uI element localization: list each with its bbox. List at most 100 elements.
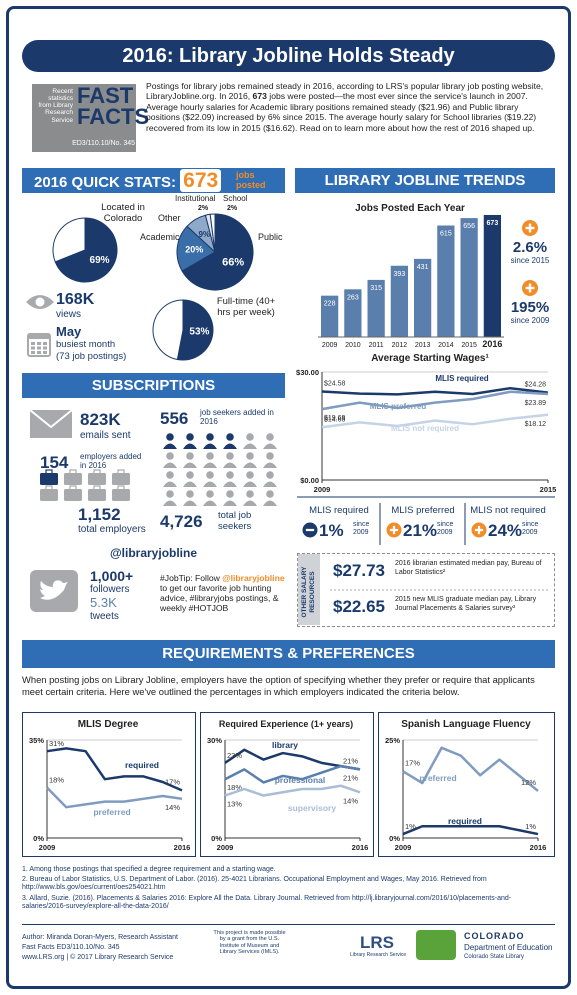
emails-label: emails sent [80, 430, 131, 441]
wage-change-value: 24% [488, 521, 523, 540]
series-name: preferred [93, 807, 130, 817]
series-name: required [125, 760, 159, 770]
title-banner: 2016: Library Jobline Holds Steady [22, 40, 555, 72]
person-head [166, 433, 174, 441]
jobs-label: jobs posted [236, 170, 266, 190]
footer-grant: This project is made possible by a grant… [213, 930, 286, 956]
data-label: 1% [405, 822, 416, 831]
pie-value-label: 2% [227, 205, 238, 212]
salary-side [298, 554, 320, 625]
pie-value-label: 69% [90, 255, 110, 266]
briefcase-icon [40, 473, 58, 485]
eye-pupil [35, 297, 45, 307]
requirements-header: REQUIREMENTS & PREFERENCES [22, 640, 555, 668]
wage-change-name: MLIS required [309, 505, 369, 516]
pie-category-label: Full-time (40+ hrs per week) [216, 296, 276, 318]
bar [390, 265, 408, 337]
subscriptions-header: SUBSCRIPTIONS [22, 373, 285, 398]
seekers-added-value: 556 [160, 409, 189, 428]
x-tick-label: 2016 [174, 843, 191, 852]
y-tick-label: 0% [211, 834, 222, 843]
x-tick-label: 2010 [345, 342, 361, 349]
person-head [266, 471, 274, 479]
briefcase-handle [69, 485, 77, 491]
month-note: (73 job postings) [56, 351, 127, 362]
data-label: 18% [227, 783, 242, 792]
person-head [186, 433, 194, 441]
series-line [224, 764, 361, 784]
pie-category-label: Other [158, 213, 181, 223]
series-line [46, 747, 183, 792]
pie-category-label: Public [258, 232, 283, 242]
data-label: 1% [525, 822, 536, 831]
bar-value-label: 656 [463, 223, 475, 230]
bar [414, 258, 432, 337]
bar [321, 295, 339, 337]
person-body [203, 462, 217, 468]
person-body [243, 462, 257, 468]
calendar-day [37, 342, 41, 345]
person-body [203, 500, 217, 506]
person-body [183, 500, 197, 506]
calendar-day [43, 351, 47, 354]
person-head [166, 452, 174, 460]
briefcase-handle [93, 485, 101, 491]
pie-value-label: 66% [222, 256, 244, 268]
briefcase-handle [117, 485, 125, 491]
series-name: MLIS required [435, 374, 488, 383]
data-label: 12% [521, 778, 536, 787]
x-tick-label: 2009 [39, 843, 56, 852]
person-head [166, 490, 174, 498]
bar-value-label: 263 [347, 294, 359, 301]
salary-value: $27.73 [333, 561, 385, 580]
data-label: 18% [49, 776, 64, 785]
fast-facts-badge [32, 84, 136, 152]
tweets-label: tweets [90, 611, 119, 622]
person-head [186, 490, 194, 498]
briefcase-icon [40, 489, 58, 501]
data-label: 14% [165, 803, 180, 812]
person-body [223, 462, 237, 468]
emails-value: 823K [80, 410, 121, 429]
calendar-day [43, 346, 47, 350]
x-tick-label: 2014 [438, 342, 454, 349]
employers-added-label: employers added in 2016 [80, 452, 142, 471]
person-body [163, 481, 177, 487]
tip-part: #JobTip: Follow [160, 573, 223, 583]
frame [6, 6, 571, 989]
sign-icon-bar [528, 283, 532, 293]
person-head [226, 433, 234, 441]
briefcase-handle [93, 469, 101, 475]
person-head [206, 452, 214, 460]
chart-title: Spanish Language Fluency [401, 719, 531, 730]
person-body [163, 462, 177, 468]
calendar-day [31, 342, 35, 345]
calendar-day [31, 351, 35, 354]
data-label: 13% [227, 800, 242, 809]
series-name: required [448, 816, 482, 826]
salary-label: 2015 new MLIS graduate median pay, Libra… [395, 596, 537, 612]
intro-text: Postings for library jobs remained stead… [146, 81, 554, 133]
series-name: preferred [419, 773, 456, 783]
person-body [243, 481, 257, 487]
person-head [226, 452, 234, 460]
data-label: $24.58 [324, 381, 346, 388]
pie-category-label: Academic [140, 232, 180, 242]
footnote: 3. Allard, Suzie. (2016). Placements & S… [22, 895, 512, 911]
person-body [163, 500, 177, 506]
person-body [263, 462, 277, 468]
bar-value-label: 393 [394, 271, 406, 278]
series-line [224, 784, 361, 797]
wage-change-value: 1% [319, 521, 344, 540]
page-title: 2016: Library Jobline Holds Steady [122, 45, 455, 67]
briefcase-handle [45, 469, 53, 475]
sign-icon-bar [477, 525, 481, 535]
wage-change-name: MLIS preferred [391, 505, 455, 516]
x-tick-label: 2009 [217, 843, 234, 852]
series-line [321, 390, 549, 411]
salary-value: $22.65 [333, 597, 385, 616]
briefcase-handle [69, 469, 77, 475]
x-tick-label: 2015 [461, 342, 477, 349]
person-head [246, 433, 254, 441]
calendar-day [43, 342, 47, 345]
